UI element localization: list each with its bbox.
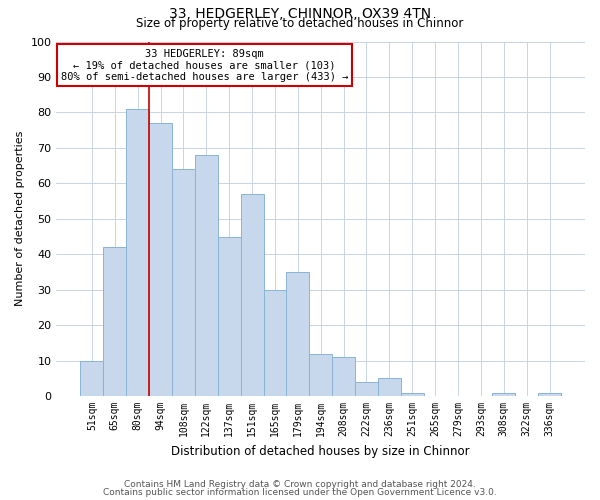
Bar [309, 354, 332, 396]
Bar [218, 236, 241, 396]
Bar [126, 109, 149, 396]
Bar [378, 378, 401, 396]
Bar [172, 169, 195, 396]
Bar [355, 382, 378, 396]
X-axis label: Distribution of detached houses by size in Chinnor: Distribution of detached houses by size … [172, 444, 470, 458]
Bar [401, 392, 424, 396]
Bar [263, 290, 286, 396]
Text: 33 HEDGERLEY: 89sqm
← 19% of detached houses are smaller (103)
80% of semi-detac: 33 HEDGERLEY: 89sqm ← 19% of detached ho… [61, 48, 348, 82]
Bar [493, 392, 515, 396]
Text: Size of property relative to detached houses in Chinnor: Size of property relative to detached ho… [136, 18, 464, 30]
Bar [538, 392, 561, 396]
Bar [103, 247, 126, 396]
Bar [332, 357, 355, 396]
Bar [286, 272, 309, 396]
Bar [80, 360, 103, 396]
Text: 33, HEDGERLEY, CHINNOR, OX39 4TN: 33, HEDGERLEY, CHINNOR, OX39 4TN [169, 8, 431, 22]
Bar [149, 123, 172, 396]
Text: Contains public sector information licensed under the Open Government Licence v3: Contains public sector information licen… [103, 488, 497, 497]
Bar [241, 194, 263, 396]
Bar [195, 155, 218, 396]
Text: Contains HM Land Registry data © Crown copyright and database right 2024.: Contains HM Land Registry data © Crown c… [124, 480, 476, 489]
Y-axis label: Number of detached properties: Number of detached properties [15, 131, 25, 306]
